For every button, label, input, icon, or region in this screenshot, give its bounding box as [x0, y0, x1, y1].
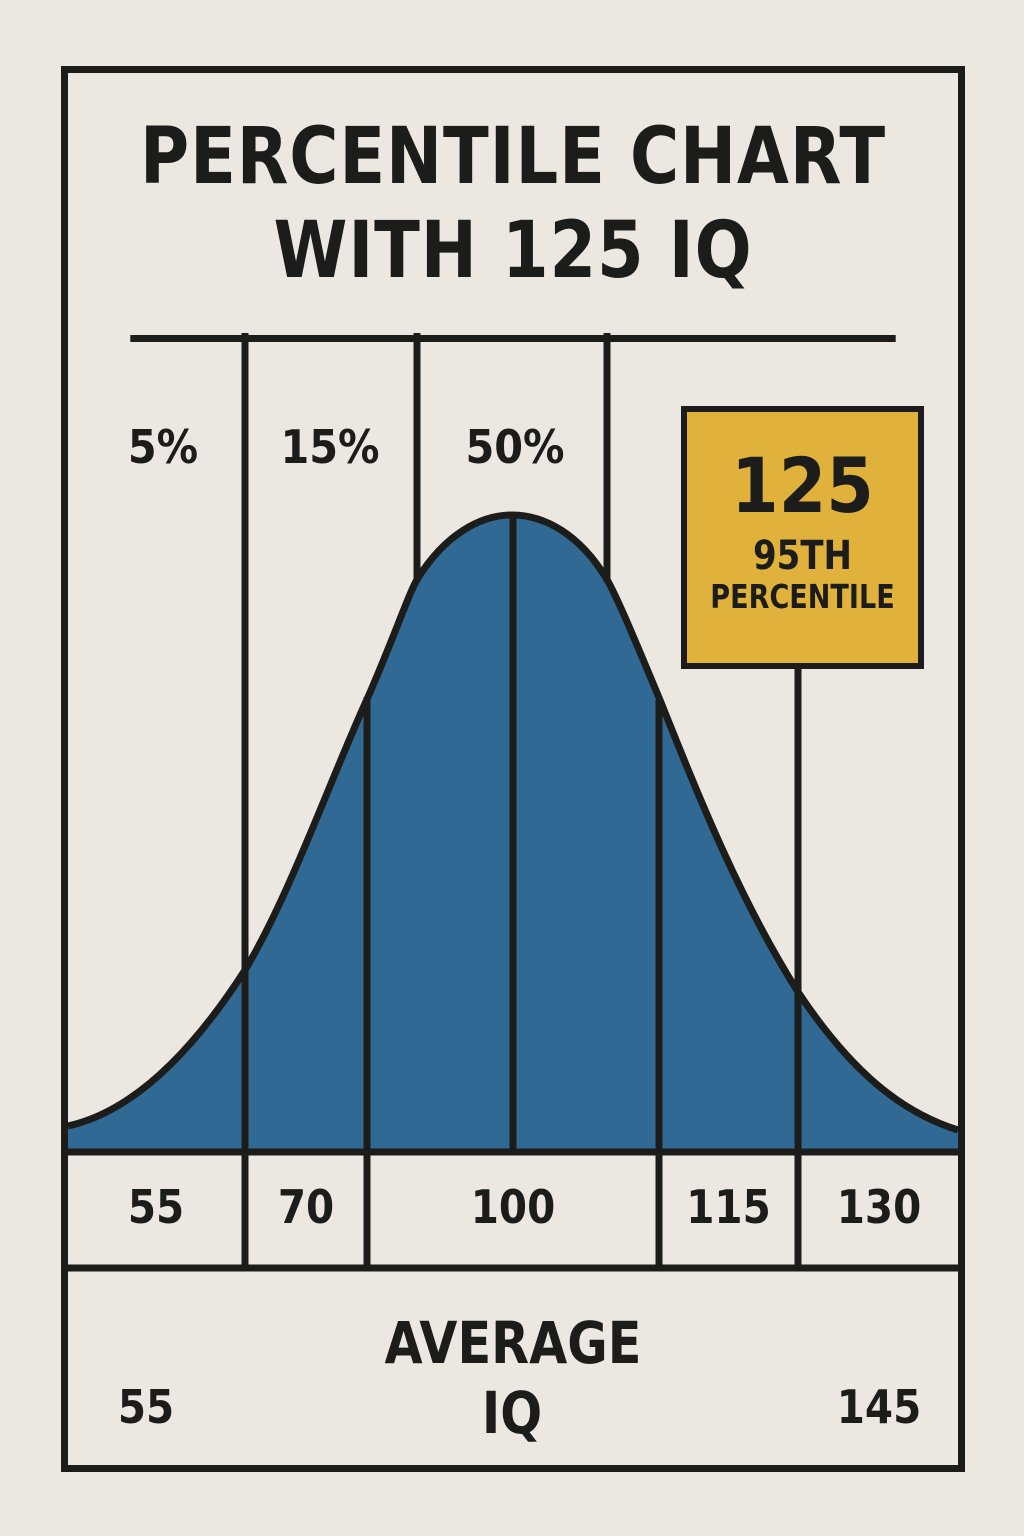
x-axis-title-line-2: IQ [481, 1379, 543, 1447]
x-axis-min-label: 55 [117, 1380, 175, 1434]
tick-label-55: 55 [127, 1180, 185, 1234]
title-line-1: PERCENTILE CHART [140, 112, 886, 202]
tick-label-70: 70 [277, 1180, 335, 1234]
callout-percentile-rank: 95TH [753, 533, 852, 579]
bell-curve-outline [67, 511, 960, 1134]
percent-label-50: 50% [465, 420, 565, 474]
divider-lines [64, 333, 962, 1272]
score-callout: 125 95TH PERCENTILE [681, 406, 924, 669]
callout-score: 125 [731, 441, 874, 530]
x-axis-max-label: 145 [836, 1380, 922, 1434]
callout-percentile-label: PERCENTILE [710, 577, 895, 616]
title-line-2: WITH 125 IQ [273, 206, 753, 296]
tick-label-115: 115 [686, 1180, 771, 1234]
x-axis-title: AVERAGE IQ [384, 1308, 642, 1448]
chart-border: PERCENTILE CHART WITH 125 IQ [61, 66, 965, 1472]
tick-label-100: 100 [470, 1180, 556, 1234]
percent-label-15: 15% [280, 420, 380, 474]
percent-label-5: 5% [127, 420, 199, 474]
x-axis-title-line-1: AVERAGE [384, 1309, 642, 1377]
chart-title: PERCENTILE CHART WITH 125 IQ [130, 73, 896, 342]
tick-label-130: 130 [836, 1180, 922, 1234]
